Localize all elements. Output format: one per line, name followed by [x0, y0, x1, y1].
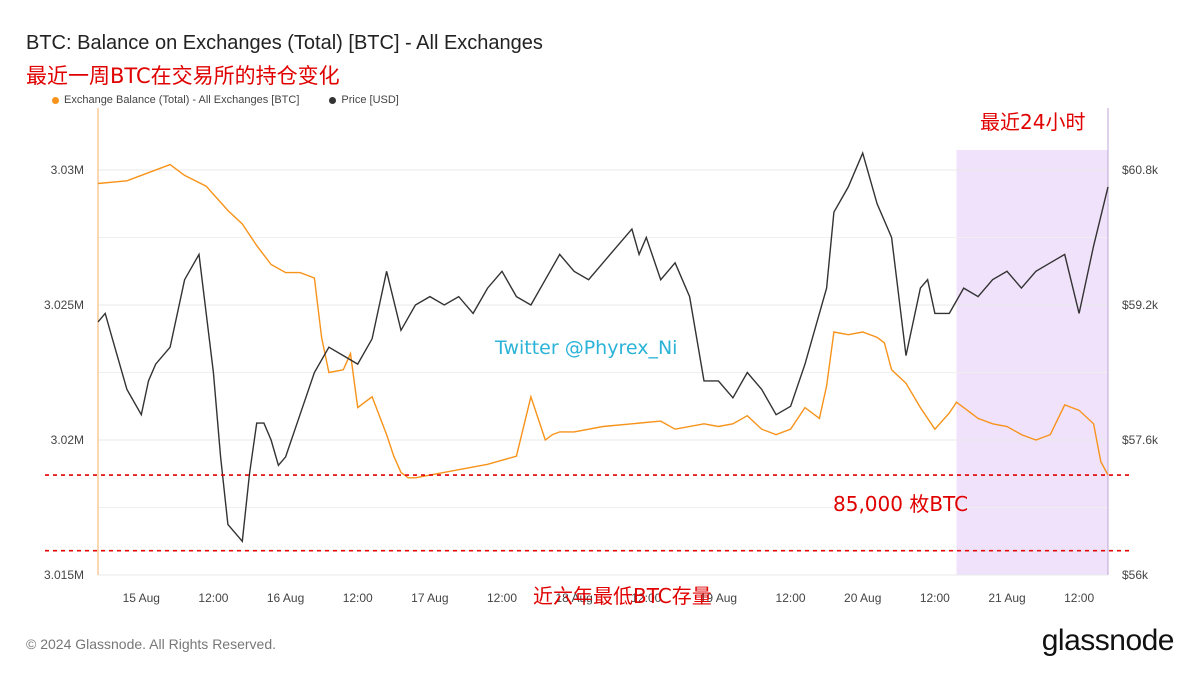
- y-right-ticks: $56k $57.6k $59.2k $60.8k: [1122, 163, 1159, 582]
- y-left-ticks: 3.015M 3.02M 3.025M 3.03M: [44, 163, 84, 582]
- annotation-twitter: Twitter @Phyrex_Ni: [494, 337, 677, 359]
- annotation-last-24h: 最近24小时: [980, 110, 1085, 134]
- x-tick-label: 12:00: [1064, 591, 1094, 605]
- y-left-tick-label: 3.03M: [51, 163, 84, 177]
- copyright: © 2024 Glassnode. All Rights Reserved.: [26, 636, 277, 652]
- annotation-lowest: 近六年最低BTC存量: [533, 584, 712, 608]
- x-tick-label: 12:00: [920, 591, 950, 605]
- grid-lines: [98, 169, 1108, 576]
- y-right-tick-label: $57.6k: [1122, 433, 1159, 447]
- x-tick-label: 12:00: [343, 591, 373, 605]
- series-line-balance: [97, 163, 1109, 479]
- x-tick-label: 12:00: [487, 591, 517, 605]
- series-line-price: [97, 151, 1109, 543]
- legend-dot-balance-icon: [52, 96, 59, 104]
- y-right-tick-label: $56k: [1122, 568, 1149, 582]
- y-left-tick-label: 3.015M: [44, 568, 84, 582]
- legend: Exchange Balance (Total) - All Exchanges…: [52, 94, 399, 106]
- annotation-gap: 85,000 枚BTC: [833, 492, 968, 516]
- y-left-tick-label: 3.025M: [44, 298, 84, 312]
- legend-item-price[interactable]: Price [USD]: [329, 94, 399, 106]
- legend-item-balance[interactable]: Exchange Balance (Total) - All Exchanges…: [52, 94, 299, 106]
- x-tick-label: 18 Aug: [555, 591, 592, 605]
- last-24h-highlight: [956, 150, 1108, 575]
- legend-label-price: Price [USD]: [341, 94, 399, 106]
- legend-label-balance: Exchange Balance (Total) - All Exchanges…: [64, 94, 300, 106]
- legend-dot-price-icon: [329, 96, 337, 104]
- glassnode-logo: glassnode: [1041, 624, 1175, 657]
- x-ticks: 15 Aug 12:00 16 Aug 12:00 17 Aug 12:00 18 Aug 1…: [123, 591, 1095, 605]
- chart-title: BTC: Balance on Exchanges (Total) [BTC] …: [26, 32, 543, 54]
- reference-lines: [45, 474, 1132, 552]
- x-tick-label: 16 Aug: [267, 591, 304, 605]
- y-right-tick-label: $59.2k: [1122, 298, 1159, 312]
- x-tick-label: 20 Aug: [844, 591, 881, 605]
- x-tick-label: 19 Aug: [700, 591, 737, 605]
- chart-subtitle: 最近一周BTC在交易所的持仓变化: [26, 64, 340, 88]
- x-tick-label: 15 Aug: [123, 591, 160, 605]
- x-tick-label: 12:00: [631, 591, 661, 605]
- x-tick-label: 12:00: [776, 591, 806, 605]
- x-tick-label: 21 Aug: [988, 591, 1025, 605]
- y-left-tick-label: 3.02M: [51, 433, 84, 447]
- y-right-tick-label: $60.8k: [1122, 163, 1159, 177]
- x-tick-label: 17 Aug: [411, 591, 448, 605]
- x-tick-label: 12:00: [198, 591, 228, 605]
